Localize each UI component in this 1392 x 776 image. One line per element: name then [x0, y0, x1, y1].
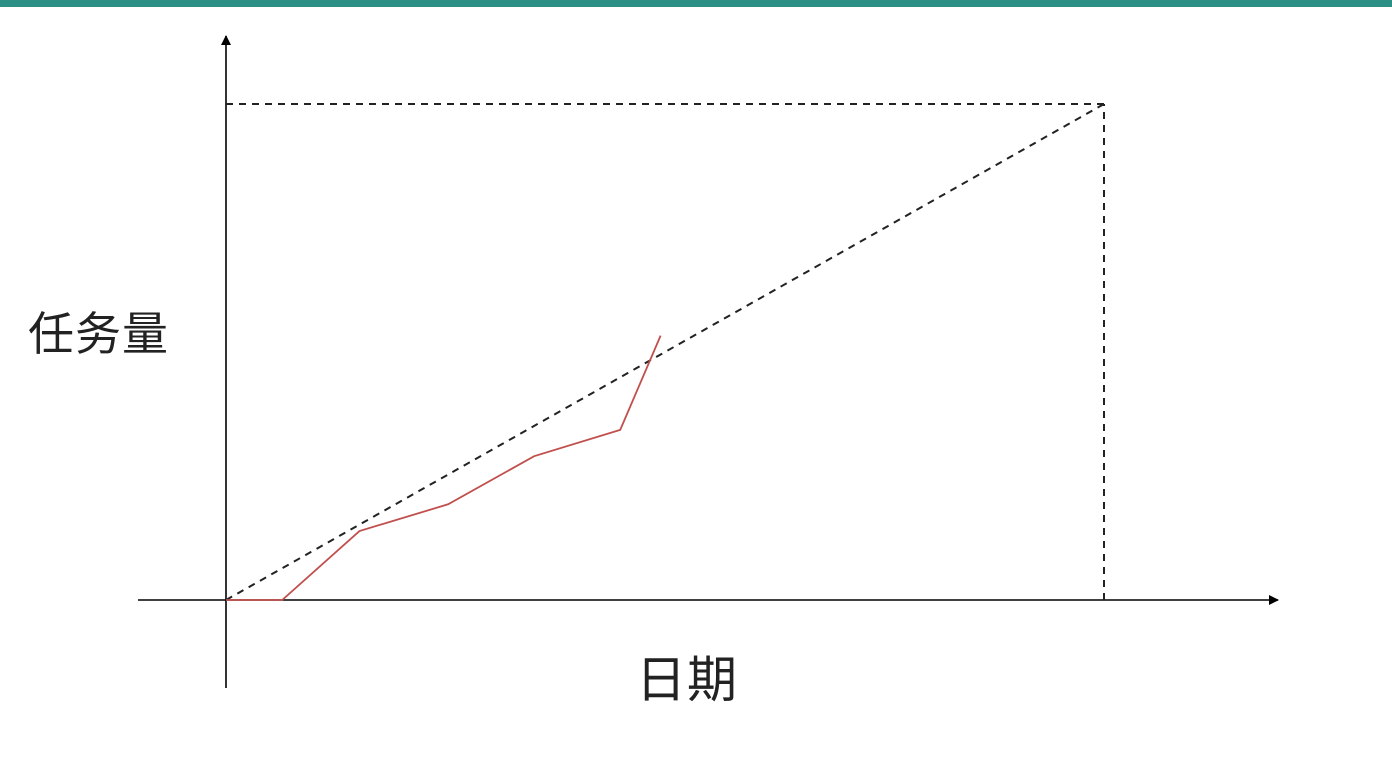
actual-progress-line: [226, 335, 662, 601]
reference-lines: [226, 103, 1105, 600]
top-accent-bar: [0, 0, 1392, 7]
series-lines: [225, 103, 1105, 601]
planned-progress-line: [225, 103, 1105, 601]
x-axis-label: 日期: [636, 651, 738, 709]
y-axis-label: 任务量: [28, 307, 169, 361]
